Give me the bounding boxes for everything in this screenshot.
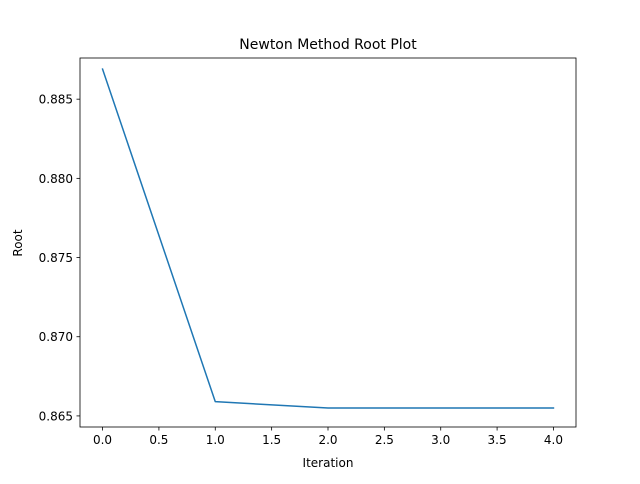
- x-tick-label: 3.0: [431, 433, 450, 447]
- y-tick-label: 0.885: [39, 93, 73, 107]
- x-tick-label: 1.0: [206, 433, 225, 447]
- plot-area: [80, 58, 576, 427]
- x-tick-label: 0.0: [93, 433, 112, 447]
- y-axis-label: Root: [11, 229, 25, 256]
- x-axis-label: Iteration: [303, 456, 354, 470]
- y-axis: 0.865 0.870 0.875 0.880 0.885: [39, 93, 80, 423]
- y-tick-label: 0.875: [39, 251, 73, 265]
- x-tick-label: 2.5: [375, 433, 394, 447]
- x-tick-label: 4.0: [544, 433, 563, 447]
- x-axis: 0.0 0.5 1.0 1.5 2.0 2.5 3.0 3.5 4.0: [93, 427, 563, 447]
- chart-title: Newton Method Root Plot: [239, 37, 417, 53]
- y-tick-label: 0.865: [39, 409, 73, 423]
- y-tick-label: 0.870: [39, 330, 73, 344]
- x-tick-label: 2.0: [318, 433, 337, 447]
- x-tick-label: 1.5: [262, 433, 281, 447]
- x-tick-label: 0.5: [149, 433, 168, 447]
- series-line: [101, 68, 555, 409]
- x-tick-label: 3.5: [488, 433, 507, 447]
- y-tick-label: 0.880: [39, 172, 73, 186]
- plot-frame: [79, 57, 577, 428]
- series-layer: [101, 68, 555, 409]
